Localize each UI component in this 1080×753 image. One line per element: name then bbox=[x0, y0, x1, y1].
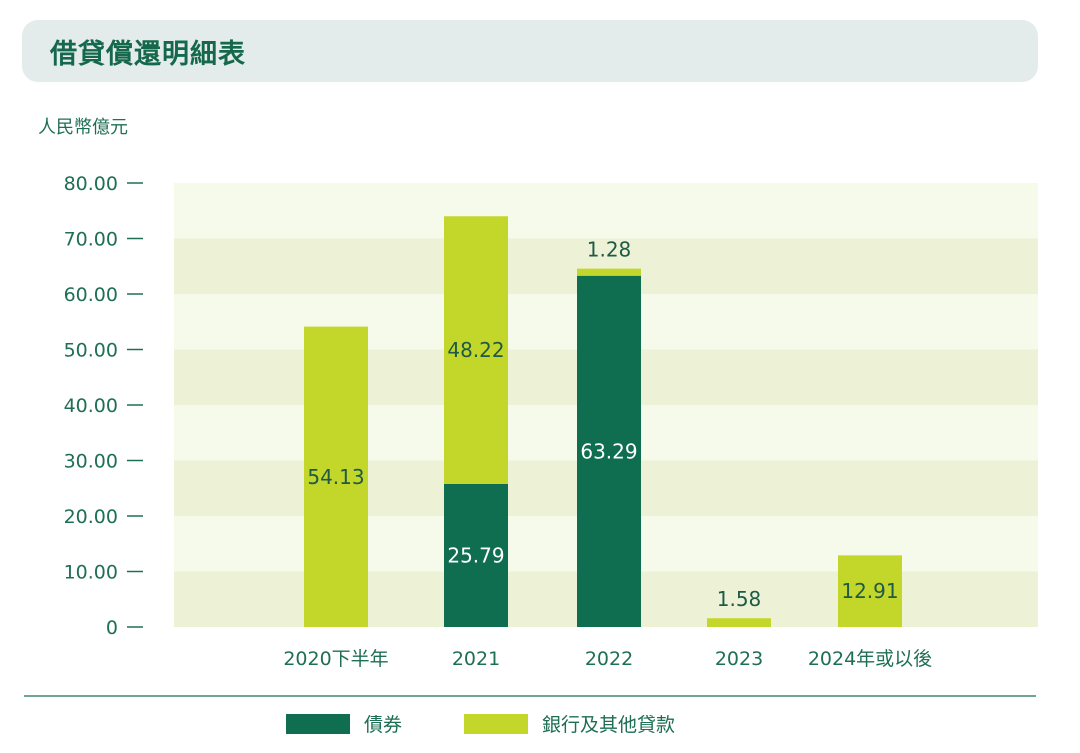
data-label-bonds: 63.29 bbox=[580, 439, 637, 463]
legend-swatch-loans bbox=[464, 713, 529, 734]
legend-label-loans: 銀行及其他貸款 bbox=[542, 714, 676, 736]
page-title: 借貸償還明細表 bbox=[50, 38, 246, 70]
y-tick-label: 60.00 bbox=[64, 284, 118, 306]
bar-chart: 人民幣億元 0 10.00 20.00 30.00 40.00 50.00 60.00 70.0… bbox=[24, 117, 1038, 697]
legend-item-bonds: 債券 bbox=[286, 710, 402, 737]
bar-bonds bbox=[577, 275, 641, 627]
y-axis-label: 人民幣億元 bbox=[38, 117, 128, 138]
x-category-label: 2024年或以後 bbox=[808, 648, 932, 670]
plot-band bbox=[174, 183, 1038, 239]
data-label-loans: 1.28 bbox=[587, 238, 632, 262]
legend-item-loans: 銀行及其他貸款 bbox=[464, 710, 675, 737]
data-label-loans: 12.91 bbox=[841, 579, 898, 603]
data-label-bonds: 25.79 bbox=[447, 543, 504, 567]
legend: 債券 銀行及其他貸款 bbox=[286, 710, 737, 737]
bar-loans bbox=[707, 618, 771, 627]
y-tick-label: 10.00 bbox=[64, 562, 118, 584]
bar-bonds bbox=[444, 483, 508, 627]
bar-loans bbox=[304, 326, 368, 627]
y-tick-label: 80.00 bbox=[64, 173, 118, 195]
bar-loans bbox=[577, 268, 641, 276]
x-category-label: 2021 bbox=[452, 648, 500, 670]
title-bar: 借貸償還明細表 bbox=[22, 20, 1038, 82]
y-tick-label: 40.00 bbox=[64, 395, 118, 417]
x-category-label: 2022 bbox=[585, 648, 633, 670]
bar-loans bbox=[838, 555, 902, 627]
y-tick-label: 0 bbox=[106, 617, 118, 639]
data-label-loans: 48.22 bbox=[447, 338, 504, 362]
bar-loans bbox=[444, 216, 508, 484]
x-category-label: 2020下半年 bbox=[283, 648, 388, 670]
y-tick-label: 20.00 bbox=[64, 506, 118, 528]
x-category-label: 2023 bbox=[715, 648, 763, 670]
y-tick-label: 70.00 bbox=[64, 229, 118, 251]
y-tick-label: 30.00 bbox=[64, 451, 118, 473]
y-tick-label: 50.00 bbox=[64, 340, 118, 362]
data-label-loans: 1.58 bbox=[717, 587, 762, 611]
data-label-loans: 54.13 bbox=[307, 465, 364, 489]
legend-label-bonds: 債券 bbox=[364, 714, 403, 736]
legend-swatch-bonds bbox=[286, 713, 350, 734]
